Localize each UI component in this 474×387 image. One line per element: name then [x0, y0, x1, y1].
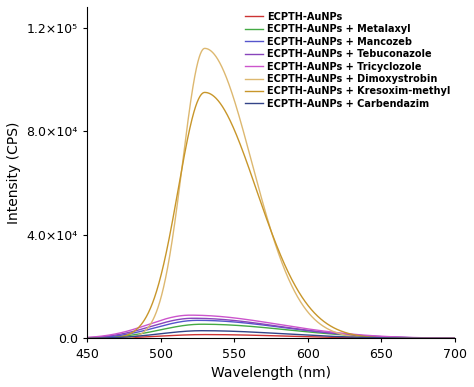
- ECPTH-AuNPs + Dimoxystrobin: [84, 336, 90, 341]
- ECPTH-AuNPs + Tricyclozole: [441, 336, 447, 341]
- ECPTH-AuNPs + Carbendazim: [199, 329, 205, 333]
- ECPTH-AuNPs: [442, 336, 447, 341]
- ECPTH-AuNPs + Dimoxystrobin: [202, 46, 208, 51]
- ECPTH-AuNPs + Tricyclozole: [254, 319, 259, 323]
- ECPTH-AuNPs + Kresoxim-methyl: [374, 335, 380, 340]
- ECPTH-AuNPs + Kresoxim-methyl: [442, 336, 447, 341]
- ECPTH-AuNPs: [103, 336, 109, 341]
- ECPTH-AuNPs + Dimoxystrobin: [263, 212, 269, 217]
- ECPTH-AuNPs + Tebuconazole: [103, 334, 109, 339]
- Y-axis label: Intensity (CPS): Intensity (CPS): [7, 122, 21, 224]
- ECPTH-AuNPs + Dimoxystrobin: [254, 177, 259, 182]
- ECPTH-AuNPs + Metalaxyl: [374, 334, 380, 339]
- Line: ECPTH-AuNPs: ECPTH-AuNPs: [87, 335, 455, 339]
- ECPTH-AuNPs + Mancozeb: [254, 322, 259, 327]
- Line: ECPTH-AuNPs + Metalaxyl: ECPTH-AuNPs + Metalaxyl: [87, 324, 455, 338]
- ECPTH-AuNPs + Tricyclozole: [187, 313, 193, 317]
- ECPTH-AuNPs + Mancozeb: [194, 318, 200, 323]
- ECPTH-AuNPs + Dimoxystrobin: [374, 336, 380, 341]
- ECPTH-AuNPs: [84, 336, 90, 341]
- ECPTH-AuNPs + Metalaxyl: [254, 325, 259, 329]
- ECPTH-AuNPs + Dimoxystrobin: [441, 336, 447, 341]
- ECPTH-AuNPs + Dimoxystrobin: [103, 336, 109, 341]
- ECPTH-AuNPs + Kresoxim-methyl: [84, 336, 90, 341]
- ECPTH-AuNPs + Metalaxyl: [199, 322, 205, 327]
- Line: ECPTH-AuNPs + Tricyclozole: ECPTH-AuNPs + Tricyclozole: [87, 315, 455, 338]
- ECPTH-AuNPs + Mancozeb: [441, 336, 447, 341]
- ECPTH-AuNPs + Tebuconazole: [452, 336, 458, 341]
- ECPTH-AuNPs + Metalaxyl: [452, 336, 458, 341]
- ECPTH-AuNPs + Carbendazim: [374, 336, 380, 340]
- ECPTH-AuNPs + Kresoxim-methyl: [441, 336, 447, 341]
- ECPTH-AuNPs + Kresoxim-methyl: [103, 336, 109, 341]
- ECPTH-AuNPs + Metalaxyl: [263, 325, 269, 330]
- ECPTH-AuNPs + Kresoxim-methyl: [452, 336, 458, 341]
- ECPTH-AuNPs + Kresoxim-methyl: [202, 90, 208, 95]
- ECPTH-AuNPs + Metalaxyl: [441, 336, 447, 341]
- ECPTH-AuNPs + Tricyclozole: [374, 334, 380, 338]
- ECPTH-AuNPs + Tricyclozole: [452, 336, 458, 341]
- X-axis label: Wavelength (nm): Wavelength (nm): [211, 366, 331, 380]
- ECPTH-AuNPs: [202, 332, 208, 337]
- ECPTH-AuNPs: [263, 333, 269, 338]
- ECPTH-AuNPs + Mancozeb: [84, 336, 90, 340]
- ECPTH-AuNPs + Carbendazim: [442, 336, 447, 341]
- ECPTH-AuNPs + Tebuconazole: [442, 336, 447, 341]
- ECPTH-AuNPs + Tebuconazole: [374, 334, 380, 339]
- Legend: ECPTH-AuNPs, ECPTH-AuNPs + Metalaxyl, ECPTH-AuNPs + Mancozeb, ECPTH-AuNPs + Tebu: ECPTH-AuNPs, ECPTH-AuNPs + Metalaxyl, EC…: [244, 10, 452, 111]
- ECPTH-AuNPs: [254, 333, 259, 337]
- ECPTH-AuNPs + Tricyclozole: [263, 320, 269, 325]
- ECPTH-AuNPs + Dimoxystrobin: [442, 336, 447, 341]
- ECPTH-AuNPs + Mancozeb: [452, 336, 458, 341]
- ECPTH-AuNPs + Metalaxyl: [103, 335, 109, 340]
- Line: ECPTH-AuNPs + Tebuconazole: ECPTH-AuNPs + Tebuconazole: [87, 318, 455, 338]
- Line: ECPTH-AuNPs + Dimoxystrobin: ECPTH-AuNPs + Dimoxystrobin: [87, 48, 455, 339]
- ECPTH-AuNPs + Mancozeb: [374, 334, 380, 339]
- ECPTH-AuNPs + Carbendazim: [263, 330, 269, 335]
- Line: ECPTH-AuNPs + Carbendazim: ECPTH-AuNPs + Carbendazim: [87, 331, 455, 338]
- ECPTH-AuNPs + Kresoxim-methyl: [254, 187, 259, 192]
- ECPTH-AuNPs + Mancozeb: [103, 335, 109, 339]
- Line: ECPTH-AuNPs + Mancozeb: ECPTH-AuNPs + Mancozeb: [87, 320, 455, 338]
- ECPTH-AuNPs + Metalaxyl: [442, 336, 447, 341]
- ECPTH-AuNPs + Tricyclozole: [84, 335, 90, 340]
- ECPTH-AuNPs + Mancozeb: [442, 336, 447, 341]
- ECPTH-AuNPs + Dimoxystrobin: [452, 336, 458, 341]
- ECPTH-AuNPs + Tebuconazole: [254, 321, 259, 325]
- ECPTH-AuNPs + Carbendazim: [452, 336, 458, 341]
- ECPTH-AuNPs: [374, 336, 380, 341]
- ECPTH-AuNPs + Tricyclozole: [442, 336, 447, 341]
- ECPTH-AuNPs + Tebuconazole: [84, 336, 90, 340]
- ECPTH-AuNPs + Mancozeb: [263, 323, 269, 328]
- ECPTH-AuNPs + Tebuconazole: [441, 336, 447, 341]
- ECPTH-AuNPs + Metalaxyl: [84, 336, 90, 341]
- Line: ECPTH-AuNPs + Kresoxim-methyl: ECPTH-AuNPs + Kresoxim-methyl: [87, 92, 455, 339]
- ECPTH-AuNPs + Carbendazim: [254, 330, 259, 335]
- ECPTH-AuNPs + Carbendazim: [84, 336, 90, 341]
- ECPTH-AuNPs: [452, 336, 458, 341]
- ECPTH-AuNPs: [441, 336, 447, 341]
- ECPTH-AuNPs + Kresoxim-methyl: [263, 215, 269, 220]
- ECPTH-AuNPs + Carbendazim: [103, 336, 109, 340]
- ECPTH-AuNPs + Tebuconazole: [190, 316, 196, 320]
- ECPTH-AuNPs + Tricyclozole: [103, 333, 109, 338]
- ECPTH-AuNPs + Carbendazim: [441, 336, 447, 341]
- ECPTH-AuNPs + Tebuconazole: [263, 322, 269, 327]
